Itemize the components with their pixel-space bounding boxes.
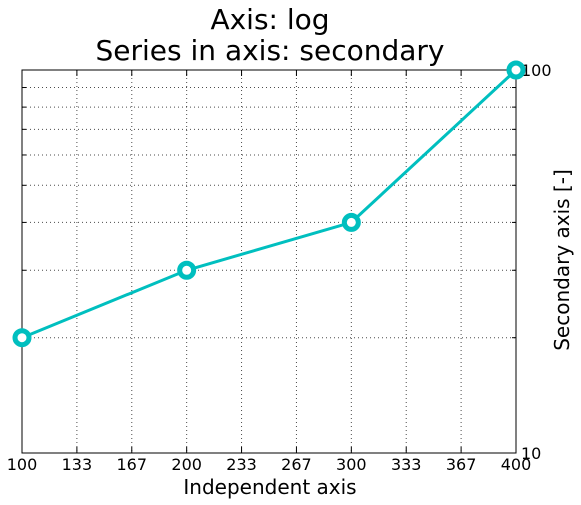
chart-title-line-1: Axis: log xyxy=(210,3,329,36)
x-tick-label: 267 xyxy=(281,455,312,474)
x-tick-label: 300 xyxy=(336,455,367,474)
x-axis-label: Independent axis xyxy=(183,475,356,499)
data-point xyxy=(341,212,361,232)
plot-frame xyxy=(21,69,517,454)
data-point xyxy=(12,328,32,348)
x-tick-label: 233 xyxy=(226,455,257,474)
x-tick-label: 100 xyxy=(7,455,38,474)
x-tick-label: 200 xyxy=(171,455,202,474)
grid xyxy=(22,70,516,453)
chart-title-line-2: Series in axis: secondary xyxy=(96,34,445,67)
y-tick-label: 10 xyxy=(521,444,541,463)
secondary-y-axis-label: Secondary axis [-] xyxy=(550,169,574,351)
data-point xyxy=(506,60,526,80)
series-layer xyxy=(12,60,526,348)
x-tick-label: 367 xyxy=(446,455,477,474)
series-line xyxy=(21,68,518,340)
x-tick-label: 333 xyxy=(391,455,422,474)
x-tick-label: 400 xyxy=(501,455,532,474)
y-tick-label: 100 xyxy=(521,61,552,80)
x-tick-label: 133 xyxy=(62,455,93,474)
x-tick-label: 167 xyxy=(117,455,148,474)
data-point xyxy=(177,260,197,280)
